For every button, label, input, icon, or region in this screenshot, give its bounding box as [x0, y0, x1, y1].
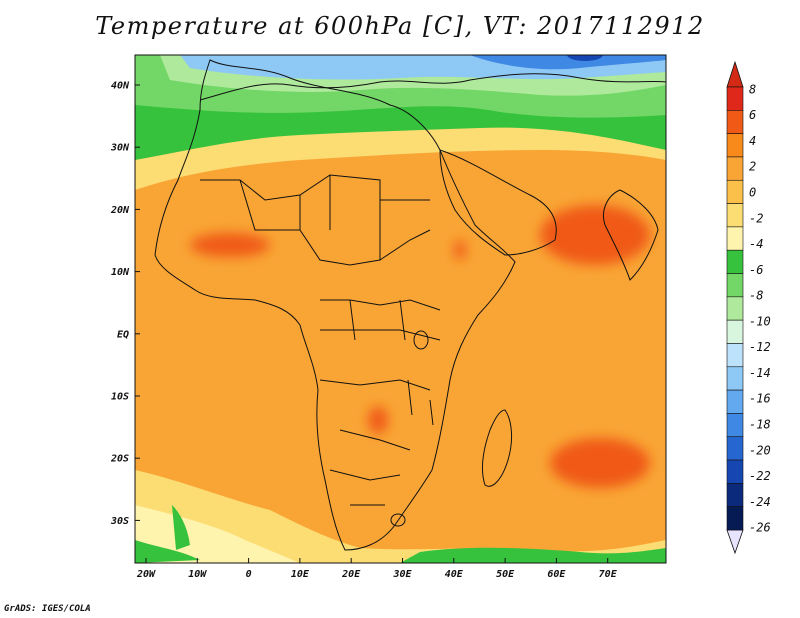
colorbar-top-arrow — [726, 60, 744, 88]
colorbar-label: -6 — [749, 263, 763, 277]
india-coastline — [603, 189, 659, 281]
longitude-label: 60E — [547, 569, 566, 580]
credit-label: GrADS: IGES/COLA — [4, 604, 91, 614]
colorbar-box — [726, 156, 744, 181]
colorbar-box — [726, 459, 744, 484]
colorbar-label: -4 — [749, 237, 763, 251]
latitude-label: 20N — [110, 205, 130, 216]
colorbar-label: 6 — [749, 108, 756, 122]
country-borders — [200, 174, 441, 506]
latitude-label: EQ — [117, 329, 129, 340]
longitude-label: 10E — [291, 569, 310, 580]
longitude-label: 20W — [136, 569, 156, 580]
temperature-field — [135, 55, 666, 563]
africa-coastline — [154, 59, 516, 551]
longitude-label: 10W — [188, 569, 207, 580]
colorbar-label: -8 — [749, 289, 763, 303]
longitude-label: 30E — [392, 569, 412, 580]
colorbar-box — [726, 436, 744, 461]
longitude-labels: 20W 10W 0 10E 20E 30E 40E 50E 60E 70E — [136, 569, 618, 580]
arabia-coastline — [439, 149, 557, 256]
colorbar-box — [726, 343, 744, 368]
colorbar-label: -20 — [749, 443, 771, 457]
colorbar-labels: 8 6 4 2 0 -2 -4 -6 -8 -10 -12 -14 -16 -18 -20 -22 -24 -26 — [749, 82, 771, 534]
colorbar-label: 4 — [749, 134, 756, 148]
colorbar-label: -12 — [749, 340, 771, 354]
colorbar-box — [726, 413, 744, 438]
colorbar-box — [726, 226, 744, 251]
colorbar-label: -14 — [749, 366, 771, 380]
coastlines — [154, 59, 666, 551]
colorbar-bottom-arrow — [726, 529, 744, 555]
colorbar-box — [726, 249, 744, 274]
longitude-label: 0 — [246, 569, 252, 580]
latitude-labels: 40N 30N 20N 10N EQ 10S 20S 30S — [110, 81, 130, 527]
warm-core-southwest-indian — [550, 438, 650, 488]
colorbar-box — [726, 86, 744, 111]
longitude-ticks — [145, 558, 609, 563]
longitude-label: 70E — [599, 569, 618, 580]
lesotho-border — [390, 513, 406, 527]
longitude-label: 50E — [496, 569, 515, 580]
map-title: Temperature at 600hPa [C], VT: 201711291… — [95, 12, 705, 40]
latitude-label: 10N — [111, 267, 130, 278]
colorbar-label: -22 — [749, 469, 771, 483]
warm-core-arabian-sea — [540, 205, 650, 265]
longitude-label: 40E — [445, 569, 464, 580]
colorbar-label: -18 — [749, 418, 771, 432]
colorbar-boxes — [726, 86, 744, 531]
colorbar-label: -26 — [749, 521, 771, 535]
colorbar-label: 8 — [749, 82, 756, 96]
colorbar-box — [726, 389, 744, 414]
field-band-darkblue-north — [470, 55, 666, 70]
colorbar-box — [726, 179, 744, 204]
colorbar-box — [726, 110, 744, 134]
colorbar-box — [726, 273, 744, 298]
colorbar-box — [726, 296, 744, 321]
map-frame — [134, 54, 667, 564]
colorbar-box — [726, 319, 744, 344]
warm-core-sahel — [190, 233, 270, 257]
warm-core-zambia — [368, 406, 388, 434]
latitude-label: 30S — [110, 516, 129, 527]
latitude-ticks — [135, 84, 140, 521]
colorbar-label: 2 — [749, 160, 756, 174]
latitude-label: 30N — [110, 143, 130, 154]
field-band-green-southeast — [400, 547, 666, 563]
field-band-pale-south — [135, 470, 666, 563]
colorbar-box — [726, 366, 744, 391]
colorbar-label: -24 — [749, 495, 771, 509]
colorbar-label: 0 — [749, 185, 756, 199]
lake-tanganyika — [407, 379, 413, 416]
madagascar-coastline — [482, 409, 513, 487]
field-band-green-south — [135, 505, 200, 563]
lake-malawi — [429, 399, 434, 426]
colorbar-box — [726, 506, 744, 531]
colorbar-label: -16 — [749, 392, 771, 406]
lake-victoria — [413, 330, 429, 350]
latitude-label: 10S — [111, 392, 129, 403]
europe-coastline — [199, 73, 666, 101]
colorbar-label: -2 — [749, 211, 763, 225]
latitude-label: 20S — [110, 454, 129, 465]
colorbar-box — [726, 203, 744, 228]
colorbar-label: -10 — [749, 314, 771, 328]
warm-core-ethiopia — [454, 240, 466, 260]
longitude-label: 20E — [341, 569, 361, 580]
field-cold-core — [567, 55, 603, 61]
colorbar-box — [726, 133, 744, 158]
colorbar: 8 6 4 2 0 -2 -4 -6 -8 -10 -12 -14 -16 -18 -20 -22 -24 -26 — [726, 60, 771, 555]
colorbar-box — [726, 483, 744, 507]
latitude-label: 40N — [111, 81, 130, 92]
